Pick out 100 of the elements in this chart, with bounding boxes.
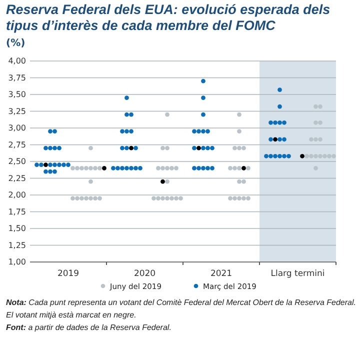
point bbox=[286, 154, 291, 158]
point bbox=[152, 196, 156, 201]
point bbox=[228, 196, 232, 201]
point bbox=[75, 166, 80, 170]
point bbox=[318, 137, 322, 142]
point bbox=[102, 166, 106, 170]
point bbox=[282, 137, 286, 142]
point bbox=[174, 166, 178, 170]
point bbox=[98, 166, 102, 170]
point bbox=[314, 137, 318, 142]
point bbox=[160, 146, 165, 150]
point bbox=[84, 196, 88, 201]
point bbox=[44, 169, 48, 174]
y-tick-label: 2,00 bbox=[8, 190, 26, 200]
point bbox=[170, 166, 174, 170]
point bbox=[242, 179, 246, 184]
text: Nota: Cada punt representa un votant del Comitè Federal del Mercat Obert de la Reserva Federal. bbox=[6, 298, 356, 307]
point bbox=[228, 166, 232, 170]
point bbox=[134, 166, 138, 170]
point bbox=[196, 129, 201, 134]
point bbox=[124, 166, 129, 170]
point bbox=[62, 162, 66, 168]
y-tick-label: 2,75 bbox=[8, 140, 26, 150]
y-tick-label: 1,50 bbox=[8, 224, 26, 234]
point bbox=[57, 162, 62, 168]
point bbox=[156, 166, 160, 170]
y-tick-label: 1,25 bbox=[8, 240, 26, 250]
x-tick-label: Llarg termini bbox=[270, 269, 325, 280]
point bbox=[124, 146, 129, 150]
point bbox=[93, 196, 98, 201]
point bbox=[237, 112, 242, 117]
point bbox=[57, 146, 62, 150]
point bbox=[237, 179, 242, 184]
y-tick-label: 1,00 bbox=[8, 258, 26, 267]
point bbox=[52, 146, 57, 150]
point bbox=[210, 146, 214, 150]
point bbox=[39, 162, 44, 168]
point bbox=[273, 154, 278, 158]
point bbox=[138, 166, 142, 170]
point bbox=[318, 154, 322, 158]
x-tick-label: 2021 bbox=[210, 269, 232, 280]
point bbox=[44, 146, 48, 150]
point bbox=[201, 78, 206, 84]
point bbox=[242, 146, 246, 150]
point bbox=[34, 162, 39, 168]
point bbox=[165, 196, 170, 201]
point bbox=[278, 104, 282, 109]
point bbox=[129, 146, 134, 150]
y-tick-label: 3,00 bbox=[8, 124, 26, 133]
point bbox=[278, 154, 282, 158]
point bbox=[246, 196, 250, 201]
point bbox=[174, 196, 178, 201]
text: El votant mitjà està marcat en negre. bbox=[6, 310, 136, 320]
point bbox=[124, 129, 129, 134]
point bbox=[111, 166, 116, 170]
point bbox=[52, 162, 57, 168]
point bbox=[314, 120, 318, 125]
point bbox=[84, 166, 88, 170]
point bbox=[268, 120, 273, 125]
point bbox=[98, 196, 102, 201]
point bbox=[237, 166, 242, 170]
point bbox=[93, 166, 98, 170]
y-tick-label: 2,50 bbox=[8, 157, 26, 166]
point bbox=[48, 129, 52, 134]
point bbox=[210, 166, 214, 170]
point bbox=[70, 196, 75, 201]
point bbox=[322, 154, 327, 158]
point bbox=[309, 137, 314, 142]
point bbox=[88, 166, 93, 170]
point bbox=[300, 154, 304, 158]
point bbox=[48, 162, 52, 168]
point bbox=[192, 166, 196, 170]
point bbox=[70, 166, 75, 170]
point bbox=[196, 146, 201, 150]
text: Font: a partir de dades de la Reserva Federal. bbox=[6, 323, 172, 332]
point bbox=[192, 129, 196, 134]
point bbox=[129, 166, 134, 170]
point bbox=[206, 146, 210, 150]
point bbox=[314, 166, 318, 170]
point bbox=[52, 169, 57, 174]
point bbox=[264, 154, 268, 158]
point bbox=[309, 154, 314, 158]
point bbox=[273, 137, 278, 142]
point bbox=[160, 166, 165, 170]
point bbox=[206, 166, 210, 170]
point bbox=[196, 166, 201, 170]
point bbox=[314, 154, 318, 158]
point bbox=[178, 196, 183, 201]
y-tick-label: 3,25 bbox=[8, 106, 26, 116]
point bbox=[80, 166, 84, 170]
point bbox=[232, 166, 237, 170]
y-tick-label: 3,75 bbox=[8, 73, 26, 82]
point bbox=[232, 146, 237, 150]
point bbox=[278, 120, 282, 125]
point bbox=[201, 146, 206, 150]
point bbox=[165, 166, 170, 170]
point bbox=[268, 154, 273, 158]
point bbox=[318, 120, 322, 125]
point bbox=[237, 129, 242, 134]
point bbox=[48, 169, 52, 174]
